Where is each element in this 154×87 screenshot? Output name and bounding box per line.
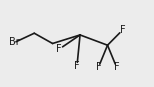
Text: F: F [74,61,80,71]
Text: Br: Br [9,37,20,47]
Text: F: F [95,62,101,72]
Text: F: F [120,25,126,35]
Text: F: F [114,62,120,72]
Text: F: F [56,44,61,54]
